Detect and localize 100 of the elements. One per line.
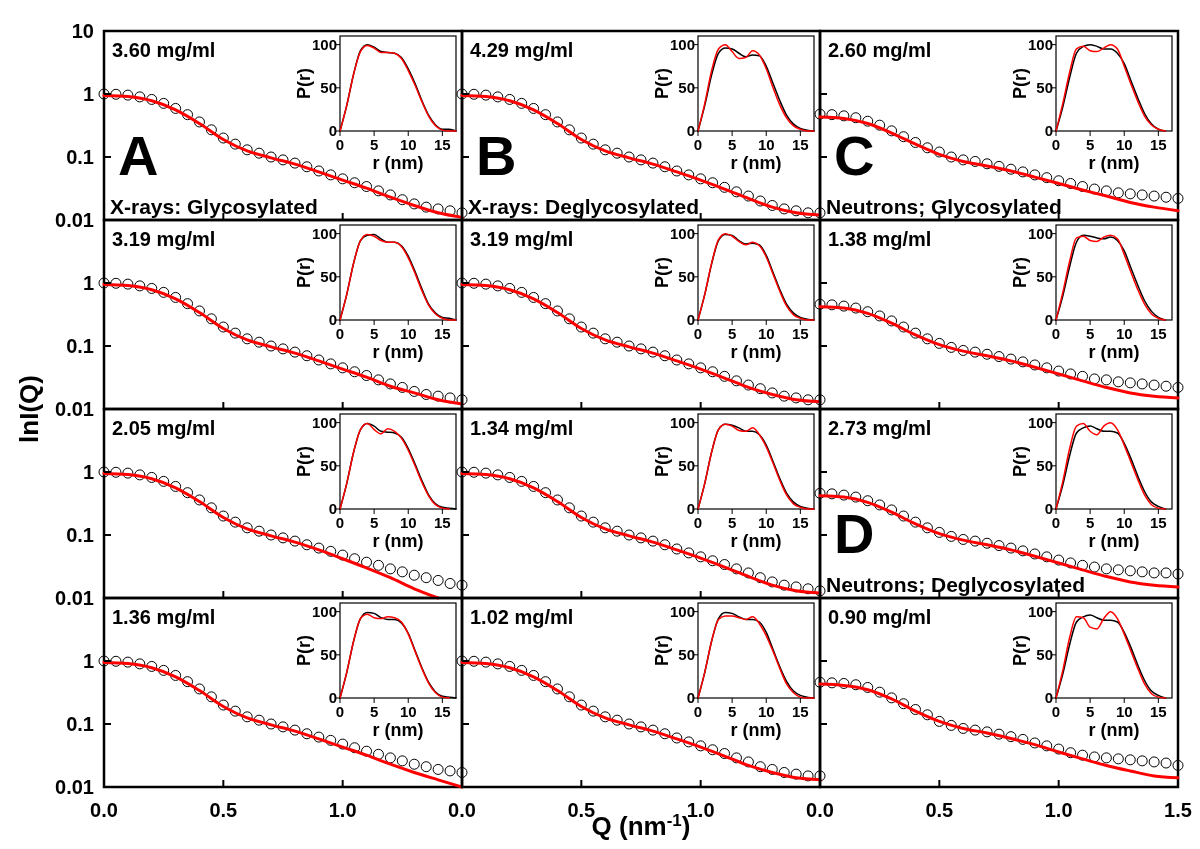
point — [325, 734, 337, 746]
x-tick-label: 0.5 — [209, 799, 238, 821]
point — [1100, 185, 1112, 197]
point — [850, 491, 862, 503]
point — [1017, 356, 1029, 368]
point — [623, 340, 635, 352]
x-tick-label: 15 — [434, 514, 451, 531]
point — [551, 683, 563, 695]
point — [969, 155, 981, 167]
annotation: 1.34 mg/ml — [470, 417, 574, 439]
point — [504, 93, 516, 105]
point — [707, 177, 719, 189]
y-axis-title: P(r) — [652, 446, 672, 477]
point — [456, 466, 468, 478]
point — [193, 116, 205, 128]
point — [814, 770, 826, 782]
point — [253, 336, 265, 348]
point — [540, 109, 552, 121]
point — [1041, 551, 1053, 563]
point — [432, 390, 444, 402]
point — [1172, 759, 1184, 771]
point — [730, 186, 742, 198]
point — [802, 207, 814, 219]
x-axis-title: r (nm) — [1088, 531, 1140, 551]
point — [134, 280, 146, 292]
point — [265, 340, 277, 352]
y-tick-label: 0 — [686, 122, 695, 140]
point — [456, 579, 468, 591]
point — [480, 278, 492, 290]
point — [313, 354, 325, 366]
point — [492, 469, 504, 481]
y-tick-label: 100 — [669, 413, 695, 431]
point — [754, 572, 766, 584]
y-axis-title: P(r) — [652, 68, 672, 99]
point — [838, 677, 850, 689]
x-axis-title: r (nm) — [730, 342, 782, 362]
y-tick-label: 100 — [1027, 35, 1053, 53]
point — [540, 487, 552, 499]
point — [384, 752, 396, 764]
point — [802, 394, 814, 406]
point — [1088, 561, 1100, 573]
point — [289, 157, 301, 169]
point — [265, 529, 277, 541]
point — [170, 480, 182, 492]
annotation: 4.29 mg/ml — [470, 39, 574, 61]
point — [838, 489, 850, 501]
y-axis-title: P(r) — [1010, 257, 1030, 288]
point — [826, 299, 838, 311]
point — [396, 194, 408, 206]
point — [158, 286, 170, 298]
point — [420, 201, 432, 213]
y-tick-label: 0.01 — [55, 398, 94, 420]
y-tick-label: 1 — [82, 461, 94, 483]
x-tick-label: 0.5 — [925, 799, 954, 821]
annotation: Neutrons; Glycosylated — [826, 195, 1062, 218]
annotation: A — [118, 124, 159, 187]
point — [217, 132, 229, 144]
annotation: 1.36 mg/ml — [112, 606, 216, 628]
point — [921, 333, 933, 345]
point — [683, 736, 695, 748]
point — [1065, 177, 1077, 189]
point — [551, 116, 563, 128]
point — [826, 677, 838, 689]
point — [838, 300, 850, 312]
x-tick-label: 5 — [727, 703, 737, 720]
point — [516, 475, 528, 487]
point — [205, 502, 217, 514]
point — [730, 752, 742, 764]
point — [361, 745, 373, 757]
y-tick-label: 50 — [1036, 646, 1053, 664]
annotation: X-rays: Deglycosylated — [468, 195, 700, 218]
point — [1053, 743, 1065, 755]
y-tick-label: 0 — [1044, 500, 1053, 518]
point — [695, 551, 707, 563]
point — [456, 277, 468, 289]
point — [110, 655, 122, 667]
point — [146, 93, 158, 105]
point — [778, 766, 790, 778]
point — [921, 522, 933, 534]
point — [372, 185, 384, 197]
point — [981, 158, 993, 170]
y-axis-title: P(r) — [294, 635, 314, 666]
point — [1148, 756, 1160, 768]
y-tick-label: 0.01 — [55, 209, 94, 231]
point — [540, 676, 552, 688]
x-tick-label: 15 — [434, 325, 451, 342]
y-tick-label: 1 — [82, 650, 94, 672]
x-tick-label: 5 — [1085, 136, 1095, 153]
x-tick-label: 10 — [1115, 136, 1133, 153]
point — [277, 343, 289, 355]
point — [528, 291, 540, 303]
point — [695, 173, 707, 185]
point — [528, 669, 540, 681]
annotation: 3.19 mg/ml — [112, 228, 216, 250]
point — [420, 761, 432, 773]
point — [933, 715, 945, 727]
point — [874, 310, 886, 322]
point — [444, 765, 456, 777]
point — [1005, 731, 1017, 743]
point — [1100, 563, 1112, 575]
